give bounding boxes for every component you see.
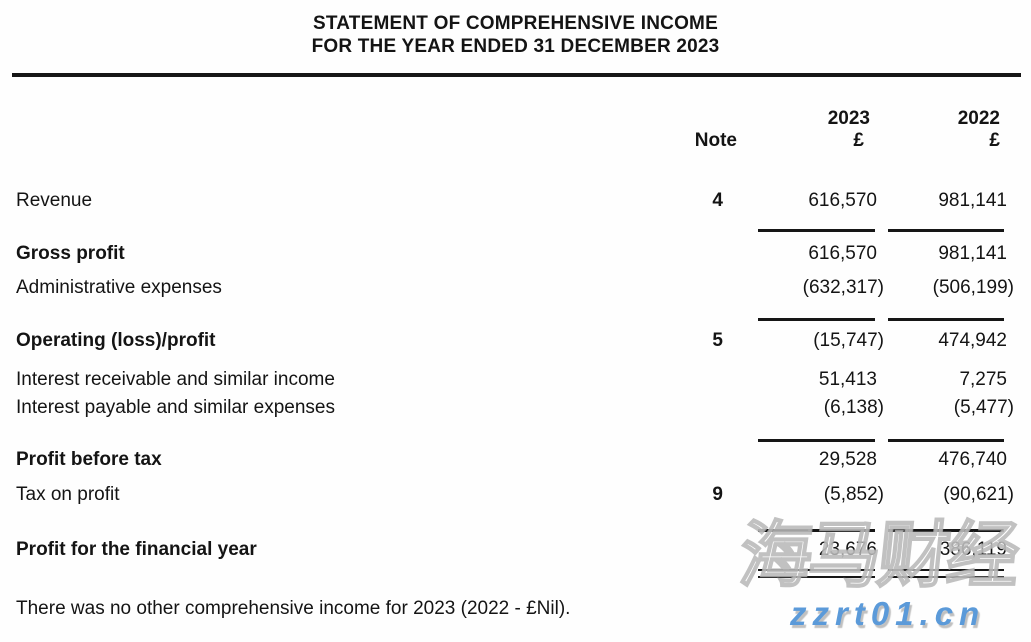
- subtotal-rule-2023: [758, 318, 875, 321]
- currency-header-2022: £: [989, 130, 1000, 151]
- total-double-rule-2023: [758, 569, 875, 578]
- row-value-2023: (15,747): [813, 330, 884, 351]
- row-label: Revenue: [16, 190, 93, 211]
- row-value-2023: (6,138): [823, 397, 884, 418]
- row-value-2023: 51,413: [818, 369, 877, 390]
- table-row-revenue: Revenue 4 616,570 981,141: [0, 190, 1031, 212]
- subtotal-rule-2022: [888, 529, 1004, 532]
- row-note: 4: [712, 190, 723, 211]
- row-value-2022: (506,199): [932, 277, 1014, 298]
- row-value-2022: (5,477): [953, 397, 1014, 418]
- row-value-2023: 616,570: [808, 190, 877, 211]
- subtotal-rule-2023: [758, 229, 875, 232]
- column-header-2022: 2022: [957, 108, 1000, 129]
- row-value-2023: 23,676: [818, 539, 877, 560]
- row-value-2022: 474,942: [938, 330, 1007, 351]
- row-label: Operating (loss)/profit: [16, 330, 216, 351]
- subtotal-rule-2023: [758, 529, 875, 532]
- row-value-2022: 7,275: [959, 369, 1007, 390]
- row-value-2022: 386,119: [939, 539, 1007, 560]
- row-value-2023: 29,528: [818, 449, 877, 470]
- subtotal-rule-2022: [888, 318, 1004, 321]
- comprehensive-income-footnote: There was no other comprehensive income …: [16, 598, 571, 619]
- row-note: 5: [712, 330, 723, 351]
- document-title: STATEMENT OF COMPREHENSIVE INCOME FOR TH…: [0, 12, 1031, 58]
- column-header-note: Note: [694, 130, 737, 151]
- row-label: Tax on profit: [16, 484, 120, 505]
- row-label: Profit before tax: [16, 449, 162, 470]
- row-value-2022: 981,141: [938, 190, 1007, 211]
- row-value-2022: 476,740: [938, 449, 1007, 470]
- subtotal-rule-2022: [888, 229, 1004, 232]
- total-double-rule-2022: [888, 569, 1004, 578]
- table-row-operating-loss-profit: Operating (loss)/profit 5 (15,747) 474,9…: [0, 330, 1031, 352]
- table-row-profit-before-tax: Profit before tax 29,528 476,740: [0, 449, 1031, 471]
- table-row-interest-receivable: Interest receivable and similar income 5…: [0, 369, 1031, 391]
- row-label: Administrative expenses: [16, 277, 222, 298]
- row-label: Interest receivable and similar income: [16, 369, 335, 390]
- row-note: 9: [712, 484, 723, 505]
- row-value-2022: 981,141: [938, 243, 1007, 264]
- title-divider-rule: [12, 73, 1021, 77]
- title-line-2: FOR THE YEAR ENDED 31 DECEMBER 2023: [311, 36, 720, 57]
- row-value-2022: (90,621): [943, 484, 1014, 505]
- table-row-interest-payable: Interest payable and similar expenses (6…: [0, 397, 1031, 419]
- table-row-gross-profit: Gross profit 616,570 981,141: [0, 243, 1031, 265]
- row-value-2023: 616,570: [808, 243, 877, 264]
- currency-header-2023: £: [853, 130, 864, 151]
- header-row-note-currency: Note £ £: [0, 130, 1031, 152]
- subtotal-rule-2022: [888, 439, 1004, 442]
- header-row-years: 2023 2022: [0, 108, 1031, 130]
- table-row-profit-for-year: Profit for the financial year 23,676 386…: [0, 539, 1031, 561]
- watermark-logo-text: 海马财经: [735, 515, 1021, 597]
- title-line-1: STATEMENT OF COMPREHENSIVE INCOME: [313, 13, 718, 34]
- row-label: Profit for the financial year: [16, 539, 257, 560]
- table-row-administrative-expenses: Administrative expenses (632,317) (506,1…: [0, 277, 1031, 299]
- row-value-2023: (632,317): [802, 277, 884, 298]
- subtotal-rule-2023: [758, 439, 875, 442]
- row-label: Interest payable and similar expenses: [16, 397, 335, 418]
- row-value-2023: (5,852): [823, 484, 884, 505]
- watermark-site-text: zzrt01.cn: [790, 595, 986, 632]
- row-label: Gross profit: [16, 243, 125, 264]
- column-header-2023: 2023: [827, 108, 870, 129]
- table-row-tax-on-profit: Tax on profit 9 (5,852) (90,621): [0, 484, 1031, 506]
